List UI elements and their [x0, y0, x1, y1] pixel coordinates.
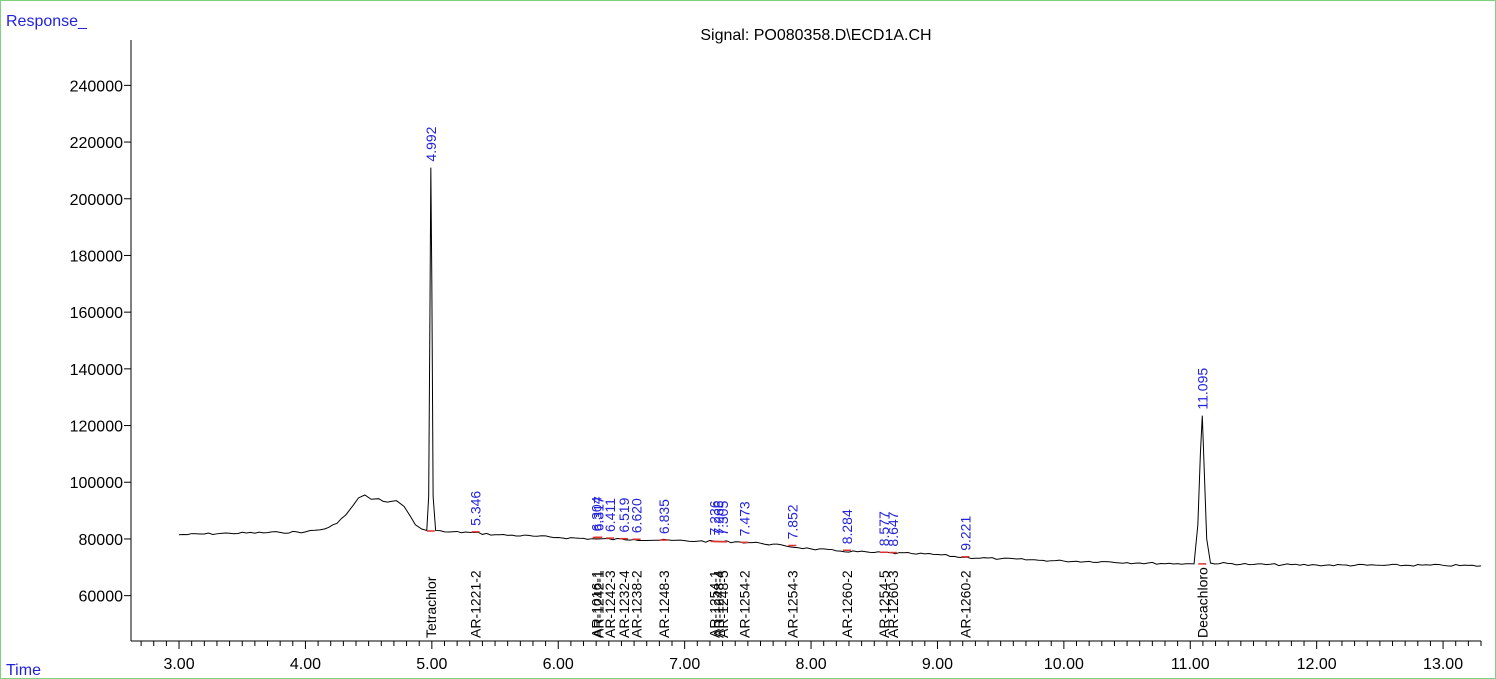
x-tick-label: 6.00	[543, 656, 574, 673]
peak-compound-label: AR-1221-2	[468, 570, 484, 638]
peak-compound-label: AR-1242-1	[590, 570, 606, 638]
peak-time-label: 7.305	[715, 501, 731, 536]
x-tick-label: 4.00	[290, 656, 321, 673]
peak-time-label: 8.284	[839, 509, 855, 544]
peak-compound-label: AR-1016-1	[589, 570, 605, 638]
peak-compound-label: AR-1248-4	[710, 570, 726, 638]
peak-compound-label: AR-1254-2	[736, 570, 752, 638]
peak-time-label: 7.236	[706, 500, 722, 535]
peak-compound-label: AR-1254-1	[706, 570, 722, 638]
x-tick-label: 3.00	[163, 656, 194, 673]
y-tick-label: 140000	[70, 362, 123, 379]
y-tick-label: 80000	[79, 532, 124, 549]
y-tick: 220000	[70, 135, 131, 152]
y-tick: 200000	[70, 192, 131, 209]
peak-compound-label: AR-1260-2	[839, 570, 855, 638]
y-axis-label: Response_	[6, 13, 88, 30]
peak-time-label: 6.620	[629, 498, 645, 533]
peak-time-label: 6.519	[616, 497, 632, 532]
peak-compound-label: AR-1248-5	[715, 570, 731, 638]
peak-time-label: 5.346	[468, 491, 484, 526]
peak-compound-label: AR-1254-3	[784, 570, 800, 638]
peak-compound-label: AR-1260-3	[885, 570, 901, 638]
y-tick: 80000	[79, 532, 131, 549]
y-tick: 240000	[70, 78, 131, 95]
x-tick-label: 13.00	[1423, 656, 1463, 673]
y-ticks: 60000 80000 100000 120000 140000 160000 180000…	[70, 78, 131, 606]
series-line	[179, 167, 1482, 567]
chart-title: Signal: PO080358.D\ECD1A.CH	[700, 27, 931, 44]
peak-time-label: 7.266	[710, 500, 726, 535]
y-tick: 160000	[70, 305, 131, 322]
x-tick-label: 7.00	[669, 656, 700, 673]
peak-compound-label: AR-1248-3	[656, 570, 672, 638]
peak-time-label: 9.221	[957, 516, 973, 551]
peak-time-label: 8.577	[876, 511, 892, 546]
y-tick: 100000	[70, 475, 131, 492]
x-tick-label: 12.00	[1297, 656, 1337, 673]
peak-compound-label: AR-1238-2	[629, 570, 645, 638]
peak-compound-label: Tetrachlor	[423, 576, 439, 638]
peak-time-label: 7.473	[736, 501, 752, 536]
y-tick-label: 200000	[70, 192, 123, 209]
peak-compound-label: AR-1232-4	[616, 570, 632, 638]
peak-time-label: 7.852	[784, 504, 800, 539]
peak-time-label: 4.992	[423, 126, 439, 161]
x-tick-label: 5.00	[416, 656, 447, 673]
peak-time-label: 6.317	[590, 496, 606, 531]
x-tick-label: 9.00	[922, 656, 953, 673]
x-tick-label: 11.00	[1171, 656, 1210, 673]
peak-compound-label: Decachloro	[1194, 567, 1210, 638]
peak-time-label: 6.411	[602, 498, 618, 532]
y-tick: 60000	[79, 589, 131, 606]
y-tick-label: 120000	[70, 419, 123, 436]
x-tick-label: 10.00	[1044, 656, 1084, 673]
series-group	[179, 167, 1482, 567]
x-ticks: 3.00 4.00 5.00 6.00 7.00 8.00 9.00 10.00 11.00 12…	[140, 641, 1482, 673]
peaks-group: 4.992 Tetrachlor 5.346 AR-1221-2 6.304 AR-101…	[423, 126, 1210, 638]
y-tick-label: 100000	[70, 475, 123, 492]
x-tick-label: 8.00	[795, 656, 826, 673]
peak-time-label: 8.647	[885, 511, 901, 546]
y-tick-label: 180000	[70, 248, 123, 265]
y-tick-label: 60000	[79, 589, 124, 606]
peak-time-label: 6.304	[589, 496, 605, 531]
y-tick-label: 220000	[70, 135, 123, 152]
x-axis-label: Time	[6, 662, 41, 679]
y-tick-label: 240000	[70, 78, 123, 95]
peak-compound-label: AR-1254-5	[876, 570, 892, 638]
peak-time-label: 6.835	[656, 499, 672, 534]
y-tick: 120000	[70, 419, 131, 436]
peak-compound-label: AR-1260-2	[957, 570, 973, 638]
peak-time-label: 11.095	[1194, 368, 1210, 410]
y-tick-label: 160000	[70, 305, 123, 322]
y-tick: 140000	[70, 362, 131, 379]
peak-compound-label: AR-1242-3	[602, 570, 618, 638]
y-tick: 180000	[70, 248, 131, 265]
